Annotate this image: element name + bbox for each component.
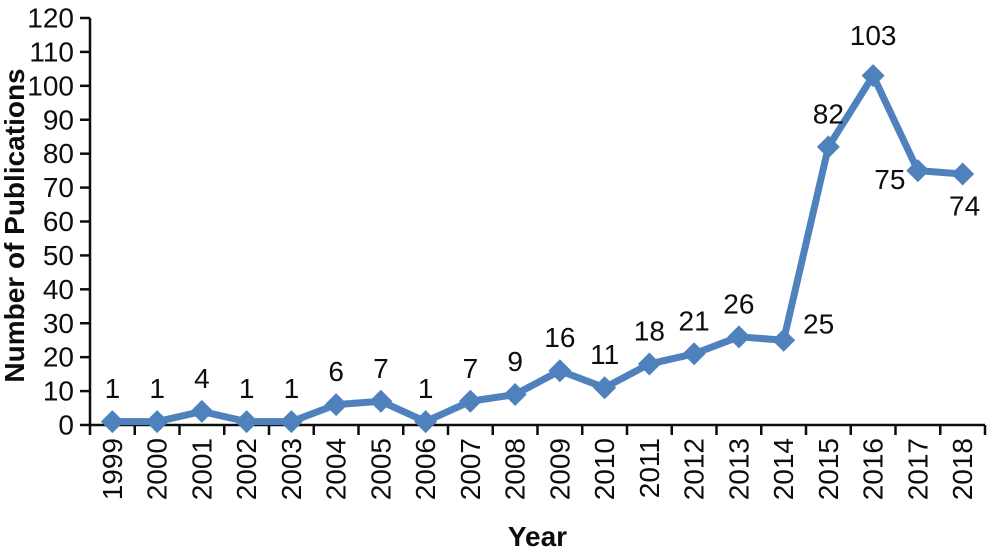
data-point-marker-2009 — [548, 359, 572, 383]
x-tick-label: 2005 — [365, 438, 396, 500]
x-tick-label: 2001 — [186, 438, 217, 500]
data-point-marker-2004 — [324, 393, 348, 417]
x-tick-label: 2010 — [589, 438, 620, 500]
x-tick-label: 2008 — [500, 438, 531, 500]
x-tick-label: 2015 — [813, 438, 844, 500]
y-tick-label: 110 — [29, 36, 74, 67]
x-tick-label: 2011 — [634, 438, 665, 498]
data-label-1999: 1 — [105, 373, 121, 404]
data-label-2015: 82 — [813, 98, 844, 129]
x-tick-label: 2007 — [455, 438, 486, 500]
data-label-2013: 26 — [723, 288, 754, 319]
x-tick-label: 2009 — [544, 438, 575, 500]
y-tick-label: 40 — [43, 274, 74, 305]
y-axis-title: Number of Publications — [0, 68, 30, 382]
x-tick-label: 2000 — [142, 438, 173, 500]
data-label-2014: 25 — [803, 309, 834, 340]
data-point-marker-2000 — [145, 410, 169, 434]
data-label-2018: 74 — [949, 191, 980, 222]
y-tick-label: 70 — [43, 172, 74, 203]
data-point-marker-2011 — [637, 352, 661, 376]
x-tick-label: 2018 — [947, 438, 978, 500]
data-label-2000: 1 — [149, 373, 165, 404]
y-tick-label: 10 — [43, 376, 74, 407]
data-label-2006: 1 — [418, 373, 434, 404]
data-label-2001: 4 — [194, 363, 210, 394]
x-tick-label: 2014 — [768, 438, 799, 500]
data-point-marker-2015 — [816, 135, 840, 159]
data-point-marker-2003 — [279, 410, 303, 434]
data-label-2008: 9 — [507, 346, 523, 377]
y-tick-label: 120 — [27, 3, 74, 34]
data-label-2012: 21 — [679, 305, 710, 336]
y-tick-label: 60 — [43, 206, 74, 237]
x-tick-label: 1999 — [97, 438, 128, 500]
data-label-2002: 1 — [239, 373, 255, 404]
y-tick-label: 80 — [43, 138, 74, 169]
x-tick-label: 2012 — [679, 438, 710, 500]
data-point-marker-2012 — [682, 342, 706, 366]
data-point-marker-2008 — [503, 382, 527, 406]
data-point-marker-2001 — [190, 399, 214, 423]
x-tick-label: 2017 — [902, 438, 933, 500]
data-point-marker-2002 — [235, 410, 259, 434]
data-point-marker-2010 — [593, 376, 617, 400]
data-label-2017: 75 — [874, 164, 905, 195]
data-label-2016: 103 — [850, 20, 897, 51]
y-tick-label: 100 — [27, 70, 74, 101]
x-tick-label: 2004 — [321, 438, 352, 500]
data-label-2005: 7 — [373, 353, 389, 384]
data-point-marker-2014 — [772, 328, 796, 352]
y-tick-label: 30 — [43, 308, 74, 339]
y-tick-label: 90 — [43, 104, 74, 135]
x-tick-label: 2002 — [231, 438, 262, 500]
data-label-2010: 11 — [590, 339, 619, 370]
data-point-marker-2007 — [458, 389, 482, 413]
x-tick-label: 2016 — [858, 438, 889, 500]
x-tick-label: 2003 — [276, 438, 307, 500]
x-tick-label: 2006 — [410, 438, 441, 500]
y-tick-label: 50 — [43, 240, 74, 271]
data-label-2011: 18 — [634, 315, 665, 346]
y-tick-label: 0 — [58, 410, 74, 441]
data-label-2007: 7 — [463, 353, 479, 384]
data-point-marker-2013 — [727, 325, 751, 349]
data-label-2004: 6 — [328, 356, 344, 387]
data-point-marker-1999 — [100, 410, 124, 434]
data-label-2009: 16 — [544, 322, 575, 353]
data-point-marker-2005 — [369, 389, 393, 413]
data-point-marker-2018 — [951, 162, 975, 186]
y-tick-label: 20 — [43, 342, 74, 373]
x-tick-label: 2013 — [723, 438, 754, 500]
data-point-marker-2016 — [861, 64, 885, 88]
data-point-marker-2017 — [906, 159, 930, 183]
x-axis-title: Year — [508, 521, 567, 552]
data-label-2003: 1 — [284, 373, 300, 404]
data-point-marker-2006 — [414, 410, 438, 434]
